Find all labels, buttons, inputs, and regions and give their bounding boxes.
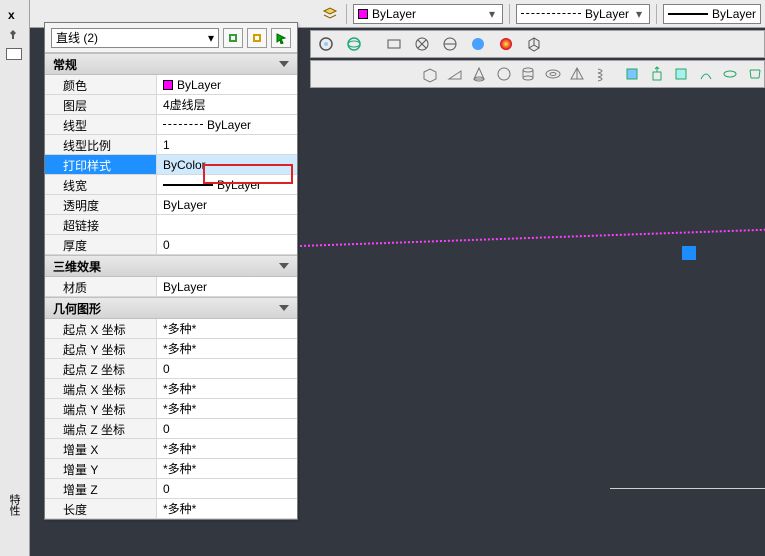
row-thickness[interactable]: 厚度0	[45, 235, 297, 255]
color-dropdown[interactable]: ByLayer ▾	[353, 4, 503, 24]
sweep-icon[interactable]	[697, 63, 716, 85]
linetype-dropdown[interactable]: ByLayer ▾	[516, 4, 650, 24]
row-length[interactable]: 长度*多种*	[45, 499, 297, 519]
selected-line[interactable]	[300, 229, 765, 247]
layers-icon[interactable]	[320, 4, 340, 24]
collapse-icon	[279, 61, 289, 67]
wedge-icon[interactable]	[446, 63, 465, 85]
lineweight-dropdown[interactable]: ByLayer	[663, 4, 761, 24]
close-icon[interactable]: x	[8, 8, 15, 22]
object-selector-label: 直线 (2)	[56, 29, 98, 46]
linetype-preview	[521, 13, 581, 14]
row-linetype[interactable]: 线型ByLayer	[45, 115, 297, 135]
extrude-icon[interactable]	[648, 63, 667, 85]
section-general[interactable]: 常规	[45, 53, 297, 75]
chevron-down-icon: ▾	[208, 31, 214, 45]
chevron-down-icon: ▾	[486, 7, 498, 21]
row-hyperlink[interactable]: 超链接	[45, 215, 297, 235]
row-startz[interactable]: 起点 Z 坐标0	[45, 359, 297, 379]
orbit-icon[interactable]	[343, 33, 365, 55]
color-swatch	[163, 80, 173, 90]
helix-icon[interactable]	[593, 63, 612, 85]
row-deltay[interactable]: 增量 Y*多种*	[45, 459, 297, 479]
menu-icon[interactable]	[6, 48, 22, 60]
circle-x-icon[interactable]	[411, 33, 433, 55]
selection-grip[interactable]	[682, 246, 696, 260]
collapse-icon	[279, 305, 289, 311]
second-toolbar	[310, 30, 765, 58]
row-starty[interactable]: 起点 Y 坐标*多种*	[45, 339, 297, 359]
cone-icon[interactable]	[470, 63, 489, 85]
torus-icon[interactable]	[544, 63, 563, 85]
pickadd-button[interactable]	[247, 28, 267, 48]
row-ltscale[interactable]: 线型比例1	[45, 135, 297, 155]
row-lineweight[interactable]: 线宽ByLayer	[45, 175, 297, 195]
pan-icon[interactable]	[315, 33, 337, 55]
select-objects-button[interactable]	[271, 28, 291, 48]
sphere-blue-icon[interactable]	[467, 33, 489, 55]
row-deltax[interactable]: 增量 X*多种*	[45, 439, 297, 459]
row-layer[interactable]: 图层4虚线层	[45, 95, 297, 115]
palette-title: 特性	[6, 494, 22, 516]
presspull-icon[interactable]	[672, 63, 691, 85]
properties-panel: 直线 (2) ▾ 常规 颜色ByLayer 图层4虚线层 线型ByLayer 线…	[44, 22, 298, 520]
pyramid-icon[interactable]	[568, 63, 587, 85]
cylinder-icon[interactable]	[519, 63, 538, 85]
pin-icon[interactable]	[6, 28, 20, 45]
polysolid-icon[interactable]	[623, 63, 642, 85]
panel-header: 直线 (2) ▾	[45, 23, 297, 53]
object-selector[interactable]: 直线 (2) ▾	[51, 28, 219, 48]
row-color[interactable]: 颜色ByLayer	[45, 75, 297, 95]
third-toolbar	[310, 60, 765, 88]
rect-icon[interactable]	[383, 33, 405, 55]
circle-line-icon[interactable]	[439, 33, 461, 55]
collapse-icon	[279, 263, 289, 269]
row-endz[interactable]: 端点 Z 坐标0	[45, 419, 297, 439]
box-icon[interactable]	[421, 63, 440, 85]
lineweight-label: ByLayer	[712, 7, 756, 21]
section-3dfx[interactable]: 三维效果	[45, 255, 297, 277]
row-endx[interactable]: 端点 X 坐标*多种*	[45, 379, 297, 399]
chevron-down-icon: ▾	[633, 7, 645, 21]
sphere-icon[interactable]	[495, 63, 514, 85]
line-segment[interactable]	[610, 488, 765, 489]
row-deltaz[interactable]: 增量 Z0	[45, 479, 297, 499]
row-material[interactable]: 材质ByLayer	[45, 277, 297, 297]
quickselect-button[interactable]	[223, 28, 243, 48]
row-transparency[interactable]: 透明度ByLayer	[45, 195, 297, 215]
row-startx[interactable]: 起点 X 坐标*多种*	[45, 319, 297, 339]
palette-titlebar: x 特性	[0, 0, 30, 556]
section-geometry[interactable]: 几何图形	[45, 297, 297, 319]
color-label: ByLayer	[372, 7, 482, 21]
sphere-grad-icon[interactable]	[495, 33, 517, 55]
row-plotstyle[interactable]: 打印样式ByColor	[45, 155, 297, 175]
linetype-preview	[163, 124, 203, 125]
cube-wire-icon[interactable]	[523, 33, 545, 55]
lineweight-preview	[163, 184, 213, 186]
lineweight-preview	[668, 13, 708, 15]
row-endy[interactable]: 端点 Y 坐标*多种*	[45, 399, 297, 419]
revolve-icon[interactable]	[721, 63, 740, 85]
linetype-label: ByLayer	[585, 7, 629, 21]
drawing-canvas[interactable]	[300, 90, 765, 556]
color-swatch	[358, 9, 368, 19]
loft-icon[interactable]	[746, 63, 765, 85]
